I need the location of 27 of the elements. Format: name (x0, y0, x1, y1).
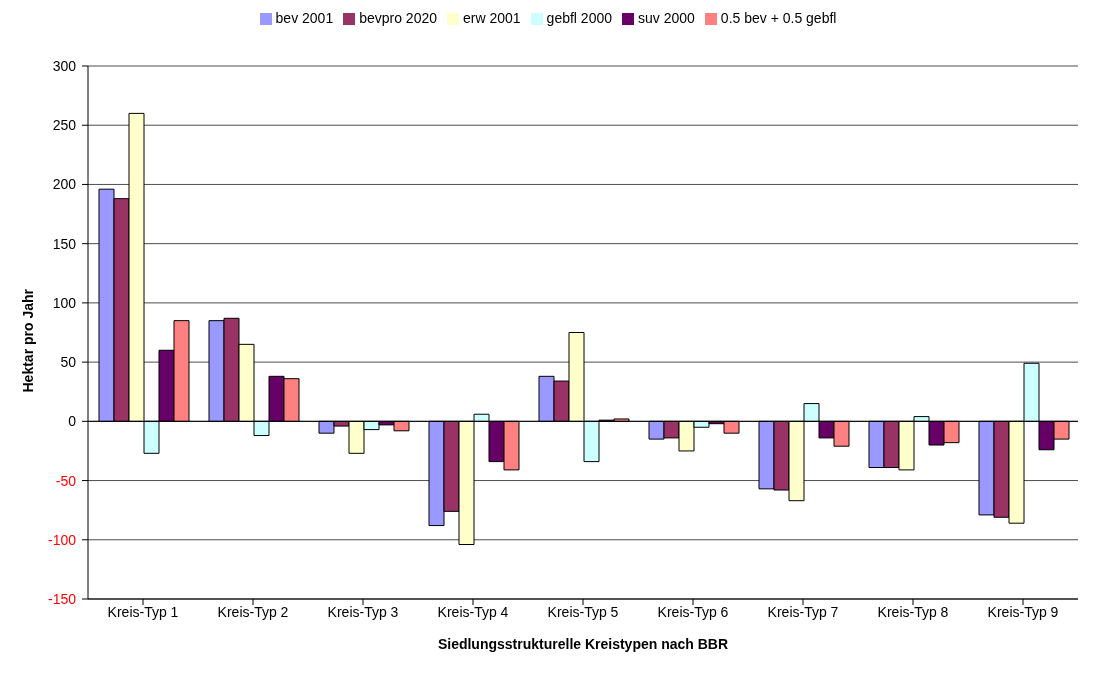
y-tick-label: -50 (55, 472, 77, 489)
x-tick-label: Kreis-Typ 9 (987, 603, 1059, 620)
x-axis-title: Siedlungsstrukturelle Kreistypen nach BBR (437, 636, 729, 652)
legend-label: suv 2000 (638, 10, 695, 26)
legend-label: bev 2001 (275, 10, 334, 26)
legend-label: bevpro 2020 (359, 10, 438, 26)
y-tick-label: 250 (52, 117, 77, 134)
legend-label: erw 2001 (463, 10, 521, 26)
x-tick-label: Kreis-Typ 8 (877, 603, 949, 620)
y-tick-label: 200 (52, 176, 77, 193)
legend-label: gebfl 2000 (546, 10, 613, 26)
x-tick-label: Kreis-Typ 2 (217, 603, 289, 620)
x-tick-label: Kreis-Typ 1 (107, 603, 179, 620)
x-tick-label: Kreis-Typ 4 (437, 603, 509, 620)
legend-label: 0.5 bev + 0.5 gebfl (720, 10, 837, 26)
y-axis-title: Hektar pro Jahr (19, 288, 36, 393)
y-tick-label: 0 (68, 413, 77, 430)
x-tick-label: Kreis-Typ 7 (767, 603, 839, 620)
x-tick-label: Kreis-Typ 6 (657, 603, 729, 620)
y-tick-label: -150 (47, 591, 77, 607)
x-tick-label: Kreis-Typ 5 (547, 603, 619, 620)
y-tick-label: 100 (52, 294, 77, 311)
y-tick-label: 50 (60, 354, 77, 371)
y-tick-label: 150 (52, 235, 77, 252)
x-tick-label: Kreis-Typ 3 (327, 603, 399, 620)
y-tick-label: 300 (52, 58, 77, 74)
y-tick-label: -100 (47, 531, 77, 548)
